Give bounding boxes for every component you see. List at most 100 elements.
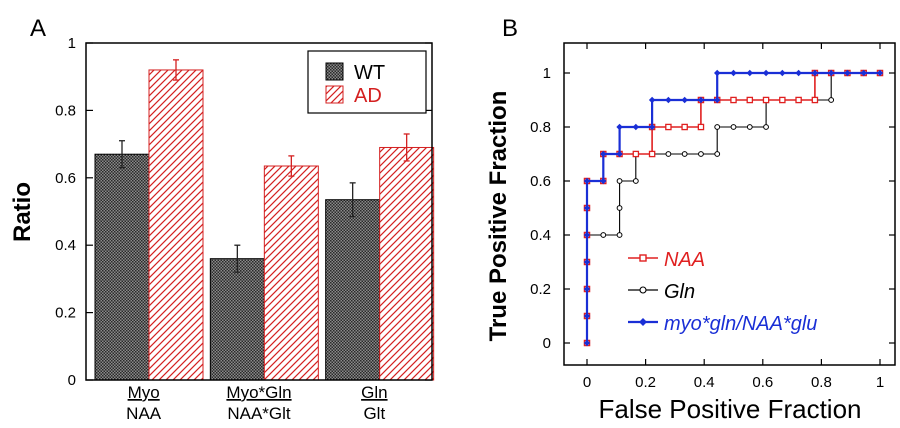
x-tick-label-b: 0.4 bbox=[694, 374, 715, 391]
plot-frame-a bbox=[85, 42, 433, 381]
bar-ad bbox=[379, 146, 435, 381]
plot-frame-b bbox=[563, 42, 896, 366]
panel-label-b: B bbox=[502, 15, 518, 42]
roc-point-naa bbox=[632, 150, 640, 158]
x-category-denominator: NAA bbox=[126, 404, 162, 423]
legend-label-combo: myo*gln/NAA*glu bbox=[664, 313, 817, 335]
roc-point-gln bbox=[714, 151, 721, 157]
roc-point-combo bbox=[616, 123, 623, 131]
roc-point-naa bbox=[665, 123, 672, 131]
y-tick-label-a: 0 bbox=[68, 372, 76, 389]
bar-wt bbox=[209, 258, 265, 381]
roc-point-combo bbox=[583, 312, 591, 320]
y-tick-label-a: 0.6 bbox=[55, 170, 76, 187]
legend-label-gln: Gln bbox=[664, 281, 695, 303]
roc-point-combo bbox=[714, 69, 721, 77]
roc-line-gln bbox=[586, 72, 880, 343]
legend-swatch-wt bbox=[325, 62, 344, 81]
roc-point-combo bbox=[583, 258, 591, 266]
roc-point-gln bbox=[763, 124, 769, 130]
roc-point-combo bbox=[811, 69, 819, 77]
roc-point-gln bbox=[730, 124, 737, 130]
x-tick-label-b: 0.8 bbox=[811, 374, 832, 391]
ticks-b: 0 0.2 0.4 0.6 0.8 1 0 0.2 0.4 0.6 0.8 1 bbox=[530, 43, 895, 391]
bar-wt bbox=[325, 199, 381, 381]
roc-point-combo bbox=[730, 69, 737, 77]
roc-point-combo bbox=[697, 96, 705, 104]
legend-marker-combo bbox=[639, 318, 647, 326]
roc-point-naa bbox=[681, 123, 688, 131]
y-axis-label-b: True Positive Fraction bbox=[485, 91, 512, 342]
y-tick-label-b: 0.6 bbox=[530, 173, 551, 190]
x-category-numerator: Gln bbox=[361, 383, 387, 402]
roc-point-combo bbox=[583, 204, 591, 212]
y-tick-label-b: 0.4 bbox=[530, 227, 551, 244]
roc-point-naa bbox=[779, 96, 786, 104]
roc-point-gln bbox=[698, 151, 704, 157]
x-category-numerator: Myo bbox=[128, 383, 160, 402]
legend-swatch-ad bbox=[325, 85, 344, 104]
y-tick-label-a: 0.2 bbox=[55, 305, 76, 322]
roc-point-naa bbox=[697, 123, 705, 131]
y-tick-label-b: 0 bbox=[543, 335, 551, 352]
roc-point-combo bbox=[827, 69, 835, 77]
x-tick-label-b: 1 bbox=[876, 374, 884, 391]
roc-point-gln bbox=[600, 232, 607, 238]
roc-point-naa bbox=[730, 96, 737, 104]
panel-label-a: A bbox=[30, 15, 46, 42]
roc-point-combo bbox=[583, 285, 591, 293]
roc-point-naa bbox=[746, 96, 754, 104]
x-category-denominator: Glt bbox=[363, 404, 385, 423]
roc-point-gln bbox=[714, 124, 721, 130]
bar-ad bbox=[263, 165, 319, 381]
roc-point-gln bbox=[681, 151, 688, 157]
roc-point-combo bbox=[583, 231, 591, 239]
roc-point-combo bbox=[583, 177, 591, 185]
roc-point-gln bbox=[616, 178, 623, 184]
roc-point-combo bbox=[632, 123, 640, 131]
y-tick-label-a: 0.8 bbox=[55, 102, 76, 119]
y-tick-label-b: 0.2 bbox=[530, 281, 551, 298]
roc-point-gln bbox=[616, 205, 623, 211]
panel-b: B True Positive Fraction False Positive … bbox=[485, 15, 896, 424]
legend-marker-gln bbox=[639, 286, 647, 294]
roc-line-combo bbox=[585, 71, 880, 343]
legend-label-naa: NAA bbox=[664, 249, 705, 271]
roc-point-gln bbox=[632, 178, 639, 184]
x-tick-label-b: 0.2 bbox=[635, 374, 656, 391]
x-tick-label-b: 0.6 bbox=[752, 374, 773, 391]
roc-point-combo bbox=[600, 150, 607, 158]
roc-point-combo bbox=[648, 123, 656, 131]
roc-point-combo bbox=[779, 69, 786, 77]
roc-point-combo bbox=[762, 69, 770, 77]
roc-point-combo bbox=[600, 177, 607, 185]
y-tick-label-a: 0.4 bbox=[55, 237, 76, 254]
bar-wt bbox=[94, 153, 150, 381]
panel-a: A Ratio 0 0.2 0.4 0.6 0.8 1 Myo NAA Myo*Gln NAA*… bbox=[9, 15, 435, 423]
roc-point-combo bbox=[876, 69, 884, 77]
roc-point-gln bbox=[828, 97, 835, 103]
y-axis-label-a: Ratio bbox=[9, 182, 36, 242]
roc-point-combo bbox=[844, 69, 851, 77]
roc-point-combo bbox=[583, 339, 591, 347]
roc-point-combo bbox=[681, 96, 688, 104]
bars-a bbox=[94, 59, 435, 381]
x-axis-label-b: False Positive Fraction bbox=[599, 394, 862, 424]
x-categories-a: Myo NAA Myo*Gln NAA*Glt Gln Glt bbox=[126, 383, 387, 423]
y-ticks-a: 0 0.2 0.4 0.6 0.8 1 bbox=[55, 35, 432, 389]
roc-point-combo bbox=[746, 69, 753, 77]
y-tick-label-b: 1 bbox=[543, 65, 551, 82]
legend-label-ad: AD bbox=[354, 85, 382, 107]
roc-point-gln bbox=[665, 151, 672, 157]
roc-lines-b bbox=[583, 69, 884, 347]
x-category-numerator: Myo*Gln bbox=[226, 383, 291, 402]
x-tick-label-b: 0 bbox=[583, 374, 591, 391]
y-tick-label-a: 1 bbox=[68, 35, 76, 52]
roc-point-naa bbox=[811, 96, 819, 104]
roc-point-naa bbox=[795, 96, 802, 104]
legend-a: WT AD bbox=[307, 50, 427, 114]
roc-point-naa bbox=[648, 150, 656, 158]
legend-marker-naa bbox=[639, 254, 647, 262]
legend-label-wt: WT bbox=[354, 62, 385, 84]
